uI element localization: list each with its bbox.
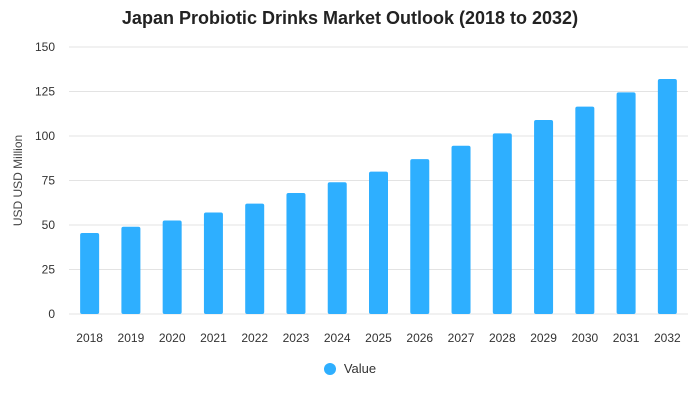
y-tick-label: 0 [48,307,55,321]
legend[interactable]: Value [0,361,700,376]
bar[interactable] [369,171,388,314]
bar[interactable] [286,192,306,314]
x-axis-ticks: 2018 2019 2020 2021 2022 2023 2024 2025 2026 2027… [76,331,681,345]
y-tick-label: 150 [35,40,55,54]
bar[interactable] [245,203,265,314]
bar[interactable] [492,133,512,314]
x-tick-label: 2027 [448,331,475,345]
x-tick-label: 2021 [200,331,227,345]
legend-swatch [323,362,336,375]
y-tick-label: 75 [42,174,56,188]
y-tick-label: 25 [42,263,56,277]
y-axis-ticks: 0 25 50 75 100 125 150 [35,40,55,321]
bar[interactable] [80,233,100,314]
bar[interactable] [657,79,677,314]
x-tick-label: 2023 [283,331,310,345]
bar[interactable] [616,92,636,314]
x-tick-label: 2029 [530,331,557,345]
y-tick-label: 125 [35,85,55,99]
bar[interactable] [451,145,471,314]
x-tick-label: 2026 [406,331,433,345]
x-tick-label: 2028 [489,331,516,345]
bar[interactable] [534,119,554,314]
bar[interactable] [121,226,141,314]
bars [80,79,677,314]
x-tick-label: 2022 [241,331,268,345]
bar[interactable] [575,106,595,314]
x-tick-label: 2019 [118,331,145,345]
x-tick-label: 2025 [365,331,392,345]
bar[interactable] [203,212,223,314]
bar[interactable] [410,159,430,314]
y-axis-label: USD USD Million [11,135,25,226]
bar[interactable] [162,220,182,314]
x-tick-label: 2032 [654,331,681,345]
x-tick-label: 2018 [76,331,103,345]
x-tick-label: 2024 [324,331,351,345]
y-tick-label: 50 [42,218,56,232]
legend-label: Value [343,361,377,376]
x-tick-label: 2020 [159,331,186,345]
x-tick-label: 2030 [571,331,598,345]
bar[interactable] [327,182,347,314]
y-tick-label: 100 [35,129,55,143]
chart-title: Japan Probiotic Drinks Market Outlook (2… [121,8,579,28]
x-tick-label: 2031 [613,331,640,345]
